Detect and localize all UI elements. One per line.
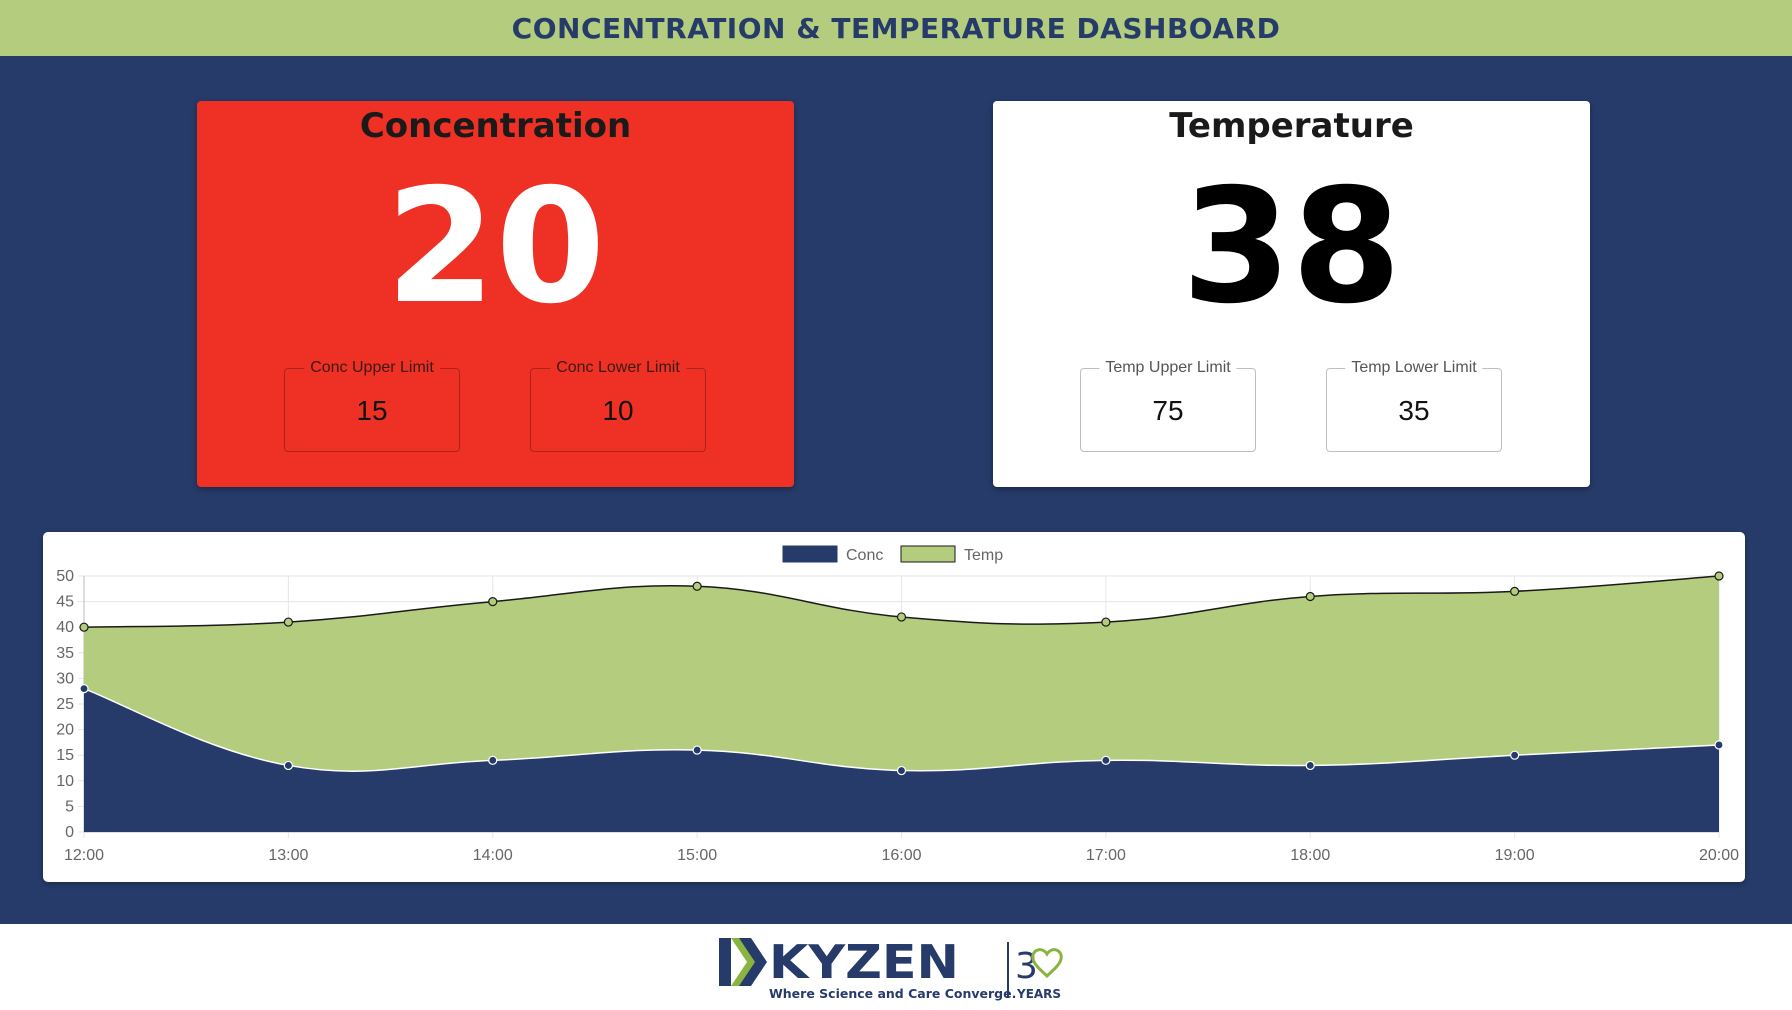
data-point-temp — [283, 617, 293, 627]
area-chart: 0 5 10 15 20 25 30 35 40 45 50 12:00 13:00 14:00 15:00… — [56, 545, 1739, 864]
logo-brand: KYZEN — [769, 935, 959, 989]
data-point-conc — [1305, 760, 1315, 771]
y-tick-label: 20 — [56, 722, 74, 739]
temp-lower-limit-value[interactable]: 35 — [1398, 395, 1430, 426]
kyzen-emblem-icon — [719, 938, 767, 986]
conc-upper-limit-field[interactable]: Conc Upper Limit 15 — [284, 358, 460, 452]
temp-lower-limit-label: Temp Lower Limit — [1345, 358, 1483, 378]
x-tick-label: 19:00 — [1495, 847, 1535, 864]
data-point-temp — [1510, 586, 1520, 596]
data-point-conc — [79, 684, 89, 694]
y-tick-label: 10 — [56, 773, 74, 790]
temp-upper-limit-value[interactable]: 75 — [1152, 395, 1184, 426]
kyzen-logo: KYZEN Where Science and Care Converge. 3… — [719, 935, 1063, 1001]
x-tick-label: 18:00 — [1290, 847, 1330, 864]
y-tick-label: 40 — [56, 619, 74, 636]
y-tick-label: 0 — [65, 824, 74, 841]
y-tick-label: 35 — [56, 645, 74, 662]
data-point-temp — [1714, 571, 1724, 581]
x-tick-label: 14:00 — [473, 847, 513, 864]
conc-lower-limit-field[interactable]: Conc Lower Limit 10 — [530, 358, 706, 452]
x-tick-label: 15:00 — [677, 847, 717, 864]
data-point-conc — [1101, 755, 1111, 765]
y-tick-label: 50 — [56, 568, 74, 585]
data-point-temp — [896, 612, 907, 622]
data-point-conc — [692, 745, 702, 755]
x-tick-label: 17:00 — [1086, 847, 1126, 864]
header-bar: CONCENTRATION & TEMPERATURE DASHBOARD — [0, 0, 1792, 56]
concentration-card: Concentration 20 Conc Upper Limit 15 Con… — [197, 101, 794, 487]
conc-lower-limit-value[interactable]: 10 — [602, 395, 634, 426]
y-tick-label: 25 — [56, 696, 74, 713]
x-tick-label: 16:00 — [881, 847, 921, 864]
temp-upper-limit-label: Temp Upper Limit — [1099, 358, 1237, 378]
data-point-conc — [1714, 740, 1724, 750]
data-point-temp — [79, 622, 89, 632]
heart-icon — [1031, 948, 1063, 979]
legend-swatch-conc — [782, 545, 838, 563]
x-tick-label: 13:00 — [268, 847, 308, 864]
data-point-conc — [1510, 750, 1520, 760]
data-point-conc — [283, 760, 293, 771]
chart-card: 0 5 10 15 20 25 30 35 40 45 50 12:00 13:00 14:00 15:00… — [43, 532, 1745, 882]
y-tick-label: 30 — [56, 670, 74, 687]
footer-bar: KYZEN Where Science and Care Converge. 3… — [0, 924, 1792, 1010]
x-tick-label: 12:00 — [64, 847, 104, 864]
legend-swatch-temp — [900, 545, 956, 563]
data-point-temp — [1101, 617, 1111, 627]
conc-upper-limit-value[interactable]: 15 — [356, 395, 388, 426]
logo-tagline: Where Science and Care Converge. — [769, 986, 1016, 1001]
y-tick-label: 15 — [56, 747, 74, 764]
temperature-card: Temperature 38 Temp Upper Limit 75 Temp … — [993, 101, 1590, 487]
x-tick-label: 20:00 — [1699, 847, 1739, 864]
concentration-title: Concentration — [359, 106, 632, 146]
page-title: CONCENTRATION & TEMPERATURE DASHBOARD — [511, 11, 1281, 45]
data-point-temp — [488, 596, 498, 607]
legend-label-temp: Temp — [964, 547, 1003, 564]
y-tick-label: 45 — [56, 594, 74, 611]
logo-anniversary-label: YEARS — [1016, 987, 1061, 1001]
main-panel: Concentration 20 Conc Upper Limit 15 Con… — [0, 56, 1792, 924]
legend-label-conc: Conc — [846, 547, 883, 564]
conc-lower-limit-label: Conc Lower Limit — [550, 358, 686, 378]
concentration-value: 20 — [385, 155, 606, 339]
temp-lower-limit-field[interactable]: Temp Lower Limit 35 — [1326, 358, 1502, 452]
conc-upper-limit-label: Conc Upper Limit — [304, 358, 440, 378]
temperature-title: Temperature — [1169, 106, 1414, 146]
data-point-temp — [692, 581, 702, 591]
series-area-conc — [84, 688, 1719, 832]
data-point-conc — [896, 765, 907, 776]
y-tick-label: 5 — [65, 798, 74, 815]
temp-upper-limit-field[interactable]: Temp Upper Limit 75 — [1080, 358, 1256, 452]
data-point-temp — [1305, 591, 1315, 602]
data-point-conc — [488, 755, 498, 765]
temperature-value: 38 — [1181, 155, 1402, 339]
